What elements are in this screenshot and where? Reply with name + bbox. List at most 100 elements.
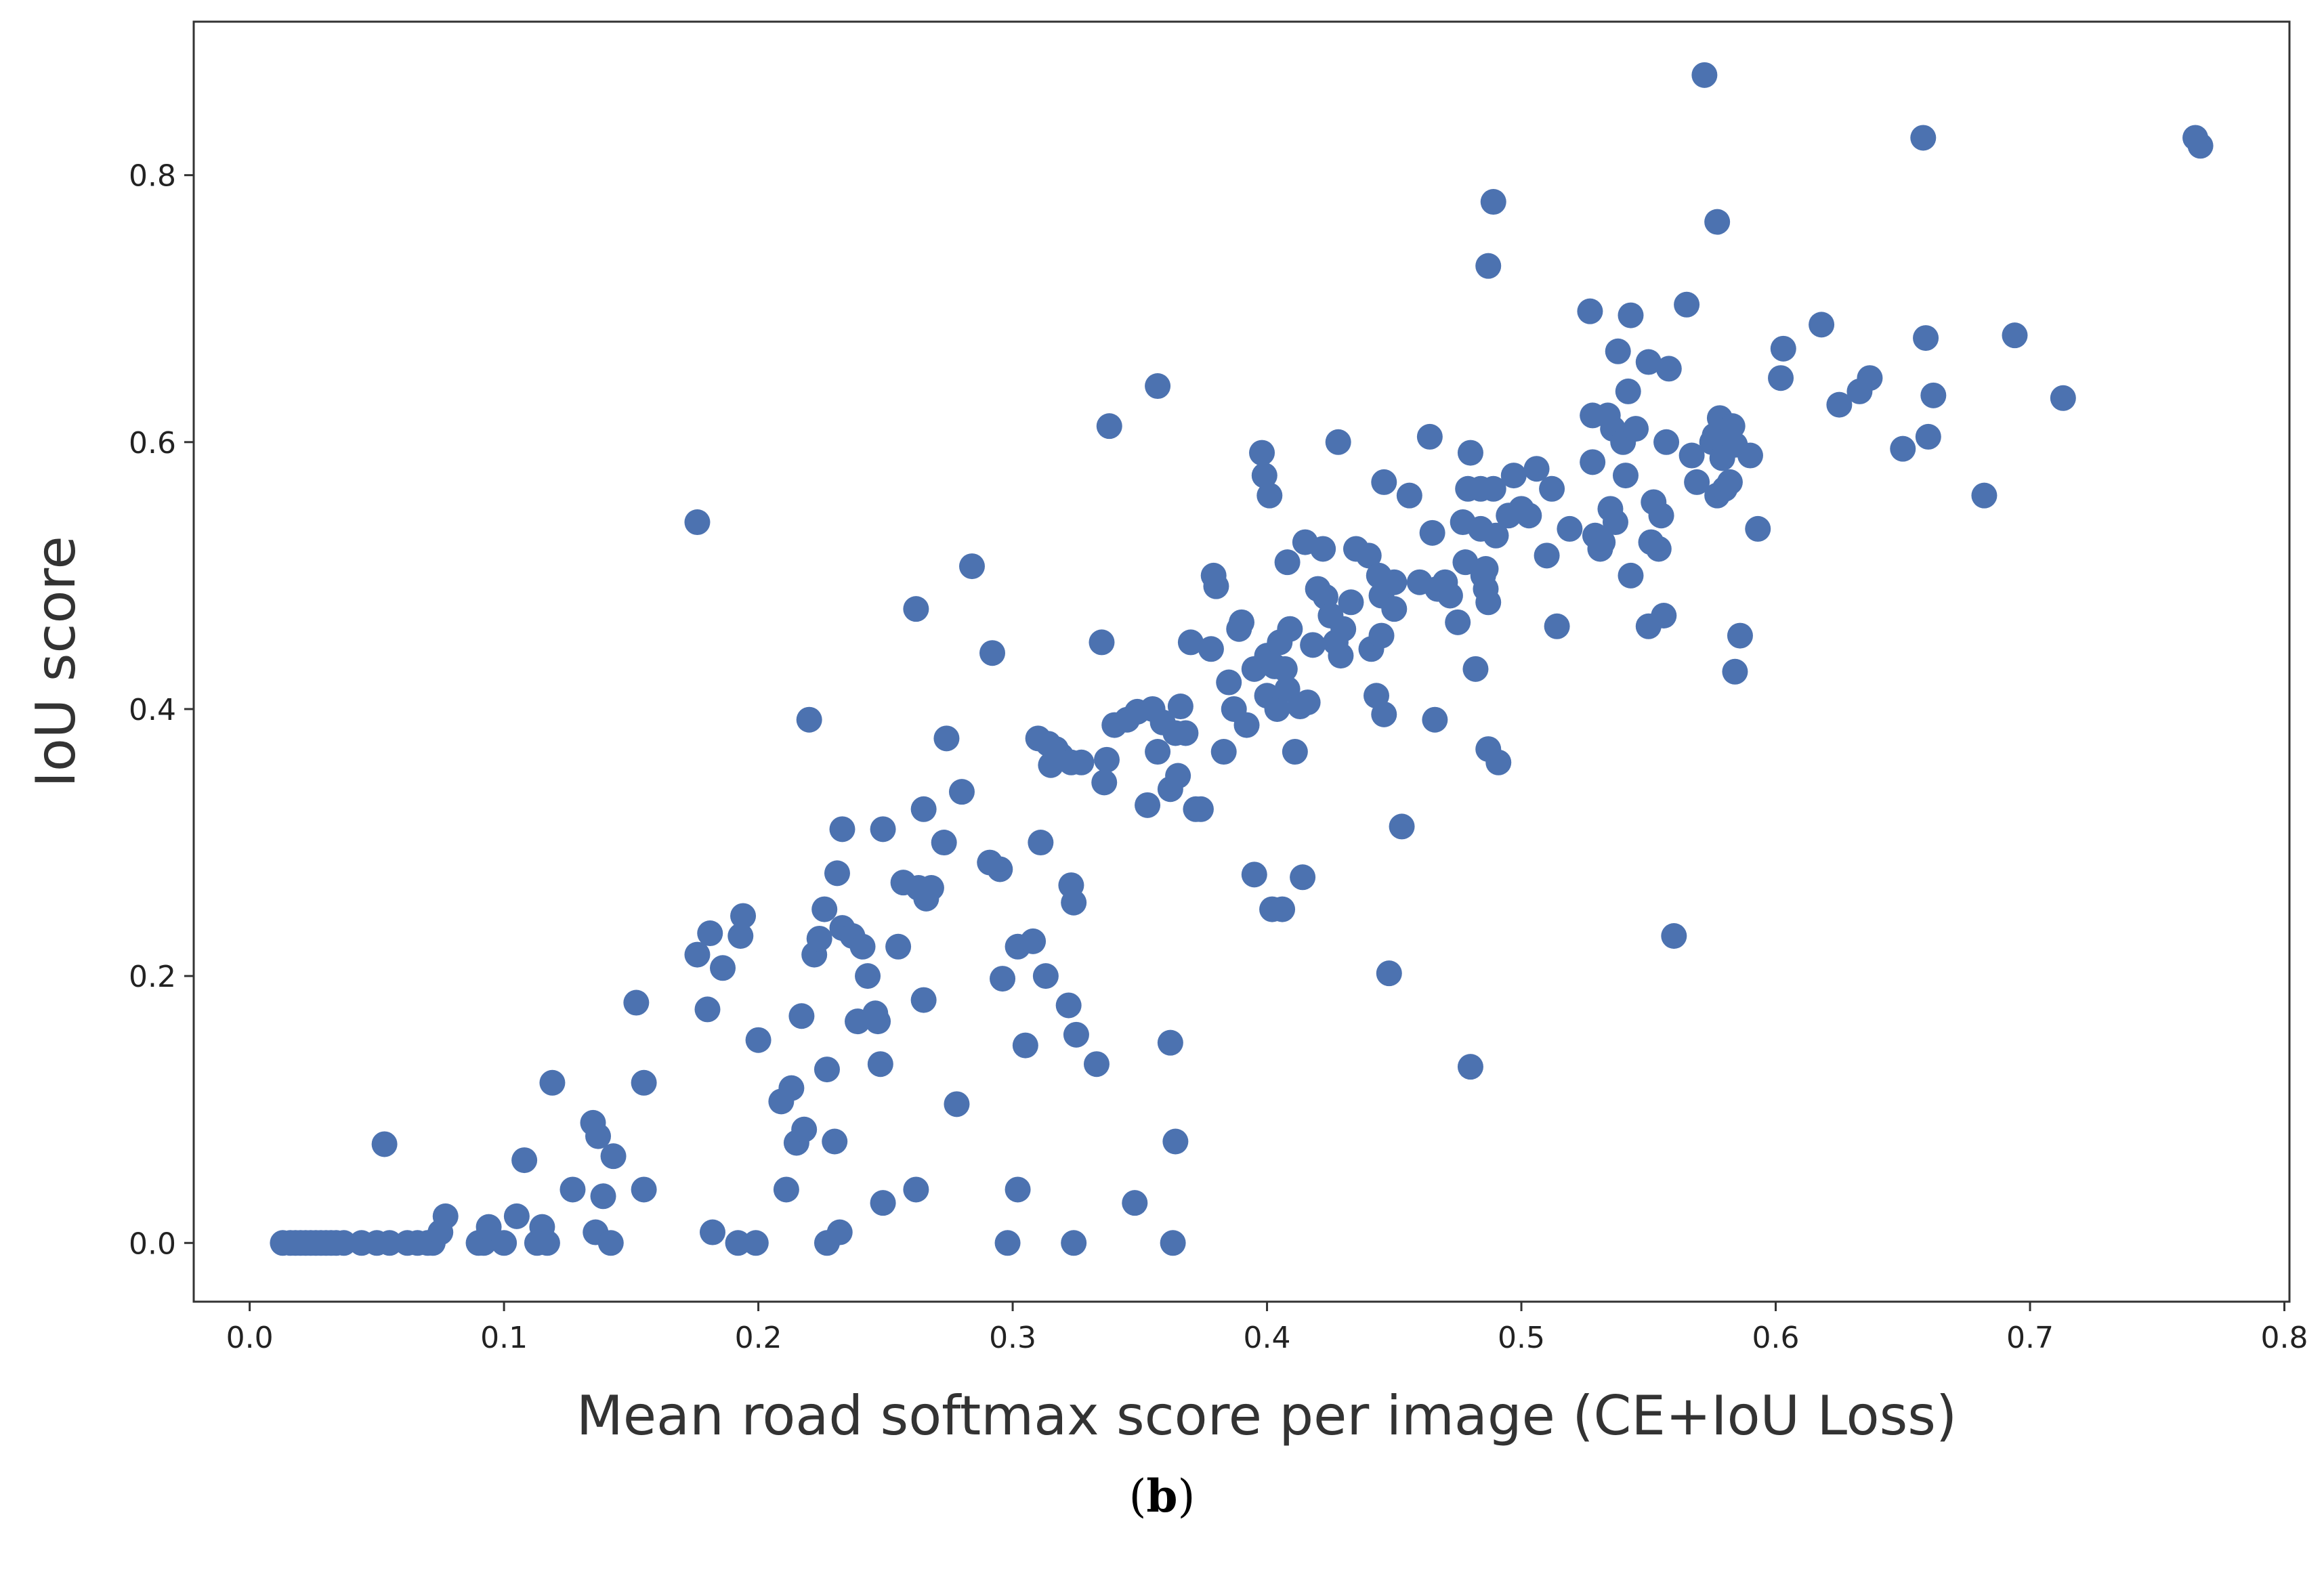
x-tick-label: 0.4 (1244, 1321, 1291, 1355)
scatter-point (331, 1230, 357, 1256)
scatter-point (371, 1131, 398, 1157)
scatter-point (1338, 589, 1364, 616)
scatter-point (597, 1230, 624, 1256)
scatter-point (1704, 209, 1731, 235)
scatter-point (1012, 1032, 1038, 1059)
scatter-point (1684, 469, 1710, 495)
scatter-point (1857, 365, 1883, 391)
scatter-point (699, 1219, 725, 1245)
scatter-point (1500, 463, 1527, 489)
scatter-point (1480, 189, 1506, 215)
scatter-point (1913, 325, 1939, 351)
scatter-point (730, 903, 757, 929)
scatter-point (1294, 689, 1321, 716)
y-axis-ticks: 0.0 0.2 0.4 0.6 0.8 (129, 159, 194, 1261)
scatter-point (1376, 960, 1402, 987)
scatter-point (1480, 475, 1506, 502)
y-tick-label: 0.6 (129, 426, 176, 461)
scatter-point (1210, 739, 1237, 765)
scatter-point (1920, 382, 1947, 408)
scatter-point (1915, 423, 1941, 450)
scatter-point (725, 1230, 751, 1256)
scatter-point (1655, 356, 1682, 382)
y-tick-label: 0.2 (129, 960, 176, 994)
scatter-point (870, 816, 896, 843)
scatter-point (867, 1051, 893, 1078)
scatter-point (1890, 435, 1916, 462)
scatter-point (1483, 522, 1509, 549)
scatter-point (1330, 616, 1357, 642)
x-tick-label: 0.0 (226, 1321, 274, 1355)
scatter-point (1445, 609, 1471, 635)
scatter-point (1271, 656, 1298, 682)
scatter-point (1437, 582, 1463, 609)
scatter-point (1172, 720, 1199, 746)
scatter-point (778, 1075, 805, 1101)
scatter-point (1577, 298, 1603, 324)
scatter-point (1462, 656, 1489, 682)
scatter-point (1971, 482, 1998, 509)
scatter-point (539, 1069, 566, 1096)
scatter-point (727, 923, 754, 949)
scatter-point (1325, 429, 1351, 455)
scatter-point (1612, 463, 1639, 489)
scatter-point (1381, 596, 1408, 622)
scatter-point (1229, 609, 1254, 635)
y-axis-label: IoU score (24, 536, 87, 787)
scatter-point (903, 596, 929, 622)
scatter-point (1416, 423, 1443, 450)
scatter-point (944, 1091, 970, 1117)
scatter-point (1722, 658, 1748, 685)
scatter-point (697, 920, 723, 947)
scatter-point (931, 830, 957, 856)
scatter-point (585, 1123, 612, 1149)
scatter-point (1277, 616, 1303, 642)
x-tick-label: 0.7 (2006, 1321, 2054, 1355)
figure-caption: (b) (0, 1470, 2324, 1522)
scatter-point (631, 1069, 657, 1096)
scatter-point (918, 875, 944, 901)
scatter-point (1678, 442, 1705, 469)
scatter-point (2002, 322, 2028, 349)
scatter-point (1661, 923, 1687, 949)
scatter-point (1093, 746, 1120, 773)
scatter-point (1716, 469, 1743, 495)
scatter-point (773, 1176, 799, 1203)
scatter-point (559, 1176, 586, 1203)
scatter-point (979, 640, 1006, 666)
plot-frame (192, 20, 2291, 1303)
x-tick-label: 0.6 (1752, 1321, 1800, 1355)
scatter-point (1063, 1021, 1089, 1048)
scatter-point (1809, 312, 1835, 338)
scatter-point (1381, 569, 1408, 595)
scatter-point (1264, 696, 1290, 722)
scatter-point (1618, 562, 1644, 589)
scatter-point (1745, 515, 1771, 542)
y-tick-label: 0.4 (129, 693, 176, 727)
scatter-point (855, 963, 881, 989)
scatter-point (1651, 603, 1677, 629)
scatter-point (990, 966, 1016, 992)
scatter-point (1089, 629, 1115, 656)
x-tick-label: 0.3 (989, 1321, 1036, 1355)
scatter-point (1165, 763, 1191, 789)
scatter-point (1145, 739, 1171, 765)
x-axis-ticks: 0.0 0.1 0.2 0.3 0.4 0.5 0.6 0.7 0.8 (226, 1302, 2308, 1355)
scatter-point (503, 1203, 530, 1229)
scatter-point (1457, 440, 1483, 466)
scatter-point (1328, 643, 1354, 669)
scatter-point (1389, 813, 1415, 840)
y-tick-label: 0.0 (129, 1227, 176, 1261)
scatter-point (849, 933, 876, 960)
scatter-point (1539, 475, 1565, 502)
scatter-point (745, 1027, 772, 1053)
scatter-point (806, 925, 832, 952)
scatter-point (1028, 830, 1054, 856)
scatter-point (623, 989, 650, 1016)
scatter-point (1368, 622, 1395, 649)
x-tick-label: 0.8 (2260, 1321, 2308, 1355)
scatter-point (814, 1057, 840, 1083)
scatter-point (1162, 1128, 1189, 1155)
scatter-point (1485, 749, 1512, 775)
